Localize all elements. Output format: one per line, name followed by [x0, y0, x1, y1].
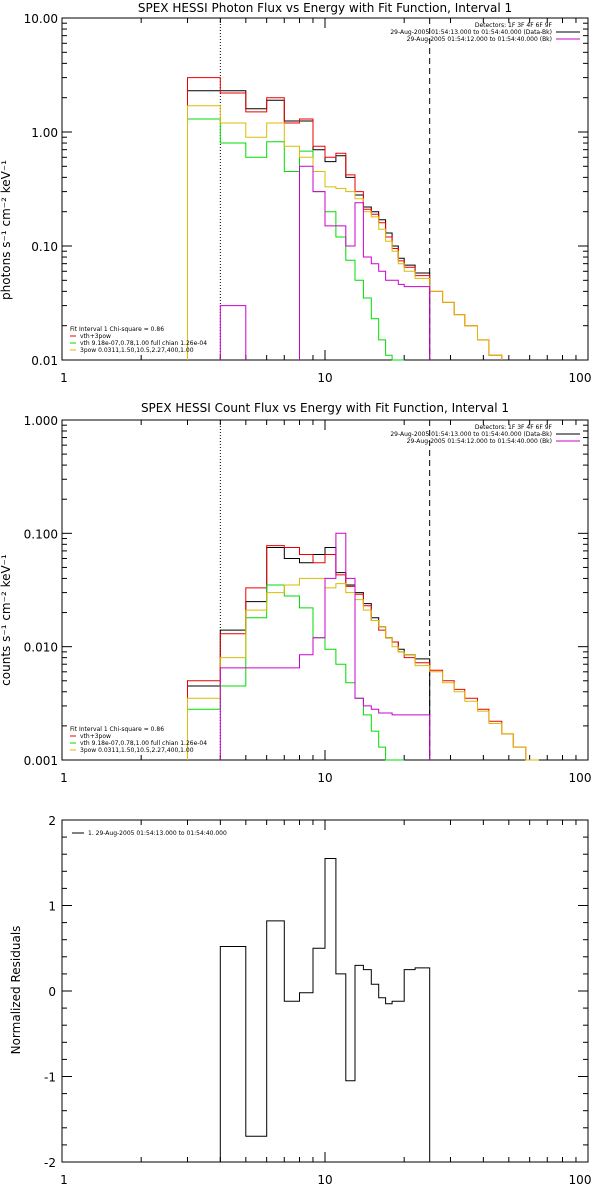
photon-y-tick-label: 0.10: [31, 240, 58, 254]
photon-plot-frame: [61, 17, 589, 361]
count-y-tick-label: 0.001: [24, 754, 58, 768]
photon-series-3pow: [187, 105, 503, 360]
photon-series-vth: [187, 118, 405, 361]
photon-y-tick-label: 1.00: [31, 126, 58, 140]
count-top-legend-text: 29-Aug-2005 01:54:12.000 to 01:54:40.000…: [407, 438, 552, 445]
residuals-y-tick-label: 1: [48, 900, 56, 914]
photon-bottom-legend-text: Fit Interval 1 Chi-square = 0.86: [70, 326, 164, 333]
residuals-y-tick-label: -2: [44, 1156, 56, 1170]
photon-x-tick-label: 1: [60, 371, 68, 385]
count-series-bk: [219, 532, 431, 760]
residuals-plot-group: 1 10 100 -2 -1 0 1 2: [44, 814, 591, 1187]
count-y-tick-label: 1.000: [24, 414, 58, 428]
count-top-legend-text: Detectors: 1F 3F 4F 6F 9F: [475, 424, 553, 431]
photon-top-legend-text: 29-Aug-2005 01:54:13.000 to 01:54:40.000…: [390, 29, 552, 36]
photon-series-data-bk: [187, 90, 431, 360]
residuals-y-tick-label: -1: [44, 1071, 56, 1085]
count-y-axis-label: counts s⁻¹ cm⁻² keV⁻¹: [0, 554, 13, 686]
residuals-y-tick-label: 2: [48, 814, 56, 828]
photon-chart-title: SPEX HESSI Photon Flux vs Energy with Fi…: [138, 1, 512, 15]
count-bottom-legend-text: Fit Interval 1 Chi-square = 0.86: [70, 726, 164, 733]
count-y-tick-label: 0.010: [24, 641, 58, 655]
photon-bottom-legend-text: vth 9.18e-07,0.78,1.00 full chian 1.26e-…: [80, 340, 207, 347]
count-top-legend-text: 29-Aug-2005 01:54:13.000 to 01:54:40.000…: [390, 431, 552, 438]
count-series-3pow: [187, 577, 539, 761]
photon-x-tick-label: 10: [317, 371, 332, 385]
count-bottom-legend-text: vth 9.18e-07,0.78,1.00 full chian 1.26e-…: [80, 740, 207, 747]
residuals-y-tick-label: 0: [48, 985, 56, 999]
residuals-y-axis-label: Normalized Residuals: [9, 926, 23, 1055]
count-series-vth-3pow: [187, 545, 539, 761]
count-x-tick-label: 1: [60, 771, 68, 785]
photon-bottom-legend-text: 3pow 0.0311,1.50,10.5,2.27,400,1.00: [80, 347, 194, 354]
photon-top-legend-text: Detectors: 1F 3F 4F 6F 9F: [475, 22, 553, 29]
count-x-tick-label: 100: [569, 771, 592, 785]
photon-plot-group: 1 10 100 0.01 0.10 1.00 10.00 Detectors: 1F 3F …: [24, 12, 592, 385]
count-series-data-bk: [187, 547, 431, 760]
count-y-tick-label: 0.100: [24, 527, 58, 541]
count-bottom-legend-text: 3pow 0.0311,1.50,10.5,2.27,400,1.00: [80, 747, 194, 754]
residuals-x-tick-label: 1: [60, 1173, 68, 1187]
photon-y-tick-label: 10.00: [24, 12, 58, 26]
photon-top-legend-text: 29-Aug-2005 01:54:12.000 to 01:54:40.000…: [407, 36, 552, 43]
count-bottom-legend-text: vth+3pow: [80, 733, 111, 740]
photon-y-axis-label: photons s⁻¹ cm⁻² keV⁻¹: [0, 160, 13, 300]
photon-x-tick-label: 100: [569, 371, 592, 385]
photon-series-bk: [299, 165, 431, 360]
count-x-tick-label: 10: [317, 771, 332, 785]
residuals-series-1-29-aug-2005-01-54-13-000-to-01-54-40-000: [219, 858, 431, 1162]
photon-series-bk: [219, 305, 247, 360]
residuals-x-tick-label: 10: [317, 1173, 332, 1187]
photon-bottom-legend-text: vth+3pow: [80, 333, 111, 340]
count-chart-title: SPEX HESSI Count Flux vs Energy with Fit…: [141, 401, 509, 415]
residuals-legend-text: 1. 29-Aug-2005 01:54:13.000 to 01:54:40.…: [88, 830, 227, 837]
count-plot-group: 1 10 100 0.001 0.010 0.100 1.000 Detectors: 1F …: [24, 414, 592, 785]
photon-y-tick-label: 0.01: [31, 354, 58, 368]
count-series-vth: [187, 584, 405, 761]
photon-series-vth-3pow: [187, 77, 503, 360]
residuals-x-tick-label: 100: [569, 1173, 592, 1187]
